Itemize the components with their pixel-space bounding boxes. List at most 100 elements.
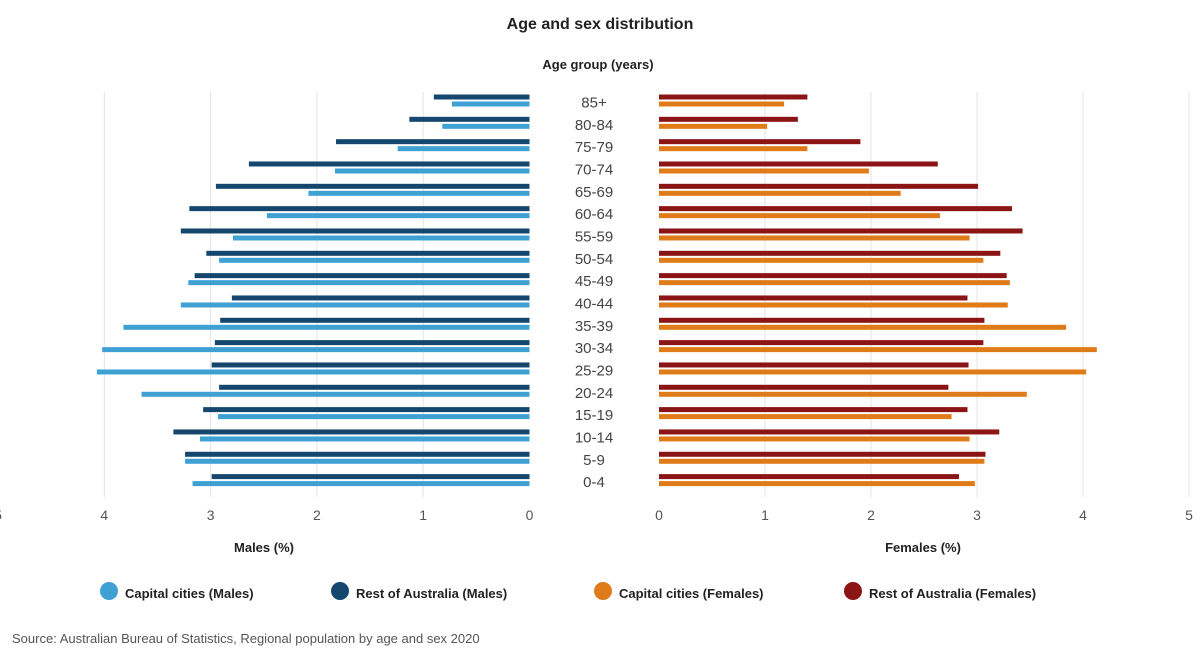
- female-tick-label: 5: [1185, 507, 1193, 523]
- bar-capital-males-15-19: [218, 414, 530, 420]
- male-tick-label: 5: [0, 507, 2, 523]
- bar-capital-females-25-29: [659, 369, 1087, 375]
- legend-swatch: [331, 582, 349, 600]
- bar-rest-females-40-44: [659, 295, 968, 301]
- bar-capital-males-60-64: [266, 213, 530, 219]
- bar-capital-males-25-29: [96, 369, 530, 375]
- bar-rest-males-15-19: [203, 407, 530, 413]
- bar-rest-males-70-74: [248, 161, 530, 167]
- age-group-label: 15-19: [575, 407, 613, 424]
- bar-rest-males-65-69: [215, 183, 530, 189]
- bar-capital-males-10-14: [199, 436, 530, 442]
- bar-capital-males-5-9: [185, 458, 530, 464]
- age-group-label: 85+: [581, 95, 607, 112]
- bar-capital-males-65-69: [308, 190, 530, 196]
- bar-rest-males-60-64: [189, 206, 530, 212]
- bar-rest-females-75-79: [659, 139, 861, 145]
- male-tick-label: 0: [526, 507, 534, 523]
- age-group-label: 80-84: [575, 117, 613, 134]
- age-group-label: 70-74: [575, 161, 613, 178]
- females-axis-label: Females (%): [885, 540, 961, 555]
- female-tick-label: 3: [973, 507, 981, 523]
- bar-rest-males-5-9: [185, 451, 530, 457]
- female-tick-label: 1: [761, 507, 769, 523]
- bar-capital-males-80-84: [442, 123, 530, 129]
- bar-capital-females-20-24: [659, 391, 1027, 397]
- bar-rest-females-45-49: [659, 273, 1007, 279]
- female-tick-label: 2: [867, 507, 875, 523]
- bar-rest-females-5-9: [659, 451, 986, 457]
- bar-capital-males-20-24: [141, 391, 530, 397]
- bar-capital-males-50-54: [219, 257, 530, 263]
- chart-title: Age and sex distribution: [507, 16, 694, 33]
- bar-capital-females-60-64: [659, 213, 940, 219]
- bar-rest-females-85+: [659, 94, 808, 100]
- bar-capital-females-10-14: [659, 436, 970, 442]
- female-tick-label: 4: [1079, 507, 1087, 523]
- bar-rest-males-55-59: [180, 228, 530, 234]
- bar-capital-females-5-9: [659, 458, 985, 464]
- category-axis-label: Age group (years): [542, 57, 653, 72]
- bar-rest-females-15-19: [659, 407, 968, 413]
- bar-capital-males-45-49: [188, 280, 530, 286]
- bar-rest-females-0-4: [659, 474, 959, 480]
- bar-rest-males-30-34: [214, 340, 530, 346]
- bar-capital-males-30-34: [102, 347, 530, 353]
- males-axis-label: Males (%): [234, 540, 294, 555]
- bar-capital-males-55-59: [232, 235, 530, 241]
- bar-rest-males-40-44: [231, 295, 530, 301]
- bar-capital-females-65-69: [659, 190, 901, 196]
- female-tick-label: 0: [655, 507, 663, 523]
- bar-rest-males-75-79: [336, 139, 530, 145]
- bar-rest-males-85+: [433, 94, 530, 100]
- bar-rest-females-65-69: [659, 183, 979, 189]
- bar-capital-males-35-39: [123, 324, 530, 330]
- age-group-label: 35-39: [575, 318, 613, 335]
- male-tick-label: 1: [419, 507, 427, 523]
- bar-rest-females-10-14: [659, 429, 1000, 435]
- bar-rest-males-45-49: [194, 273, 530, 279]
- bar-rest-females-25-29: [659, 362, 969, 368]
- bar-capital-females-70-74: [659, 168, 869, 174]
- bar-capital-females-0-4: [659, 481, 975, 487]
- bar-capital-males-85+: [451, 101, 530, 107]
- male-tick-label: 3: [207, 507, 215, 523]
- legend-swatch: [594, 582, 612, 600]
- bar-rest-females-70-74: [659, 161, 938, 167]
- bar-capital-males-0-4: [192, 481, 530, 487]
- bar-capital-females-35-39: [659, 324, 1067, 330]
- age-group-label: 25-29: [575, 362, 613, 379]
- legend-label: Rest of Australia (Females): [869, 586, 1036, 601]
- bar-rest-males-35-39: [220, 317, 530, 323]
- bar-capital-females-85+: [659, 101, 785, 107]
- bar-capital-females-50-54: [659, 257, 984, 263]
- legend-label: Capital cities (Males): [125, 586, 254, 601]
- bar-rest-males-20-24: [219, 384, 530, 390]
- male-tick-label: 4: [100, 507, 108, 523]
- legend: Capital cities (Males) Rest of Australia …: [100, 582, 1036, 601]
- bar-rest-females-35-39: [659, 317, 985, 323]
- bar-rest-females-55-59: [659, 228, 1023, 234]
- source-note: Source: Australian Bureau of Statistics,…: [12, 631, 480, 646]
- bar-capital-females-45-49: [659, 280, 1010, 286]
- bar-capital-males-40-44: [180, 302, 530, 308]
- age-group-label: 0-4: [583, 474, 605, 491]
- age-group-label: 55-59: [575, 228, 613, 245]
- bar-rest-males-0-4: [211, 474, 530, 480]
- bar-capital-females-75-79: [659, 146, 808, 152]
- age-group-label: 20-24: [575, 385, 613, 402]
- age-group-label: 60-64: [575, 206, 613, 223]
- bar-rest-males-50-54: [206, 250, 530, 256]
- bar-rest-females-50-54: [659, 250, 1001, 256]
- bar-rest-females-60-64: [659, 206, 1012, 212]
- legend-swatch: [100, 582, 118, 600]
- bar-rest-females-30-34: [659, 340, 984, 346]
- age-group-label: 5-9: [583, 452, 605, 469]
- bar-rest-males-10-14: [173, 429, 530, 435]
- male-tick-label: 2: [313, 507, 321, 523]
- bar-capital-females-55-59: [659, 235, 970, 241]
- age-group-label: 65-69: [575, 184, 613, 201]
- age-group-label: 10-14: [575, 429, 613, 446]
- bar-rest-males-80-84: [409, 116, 530, 122]
- age-group-label: 45-49: [575, 273, 613, 290]
